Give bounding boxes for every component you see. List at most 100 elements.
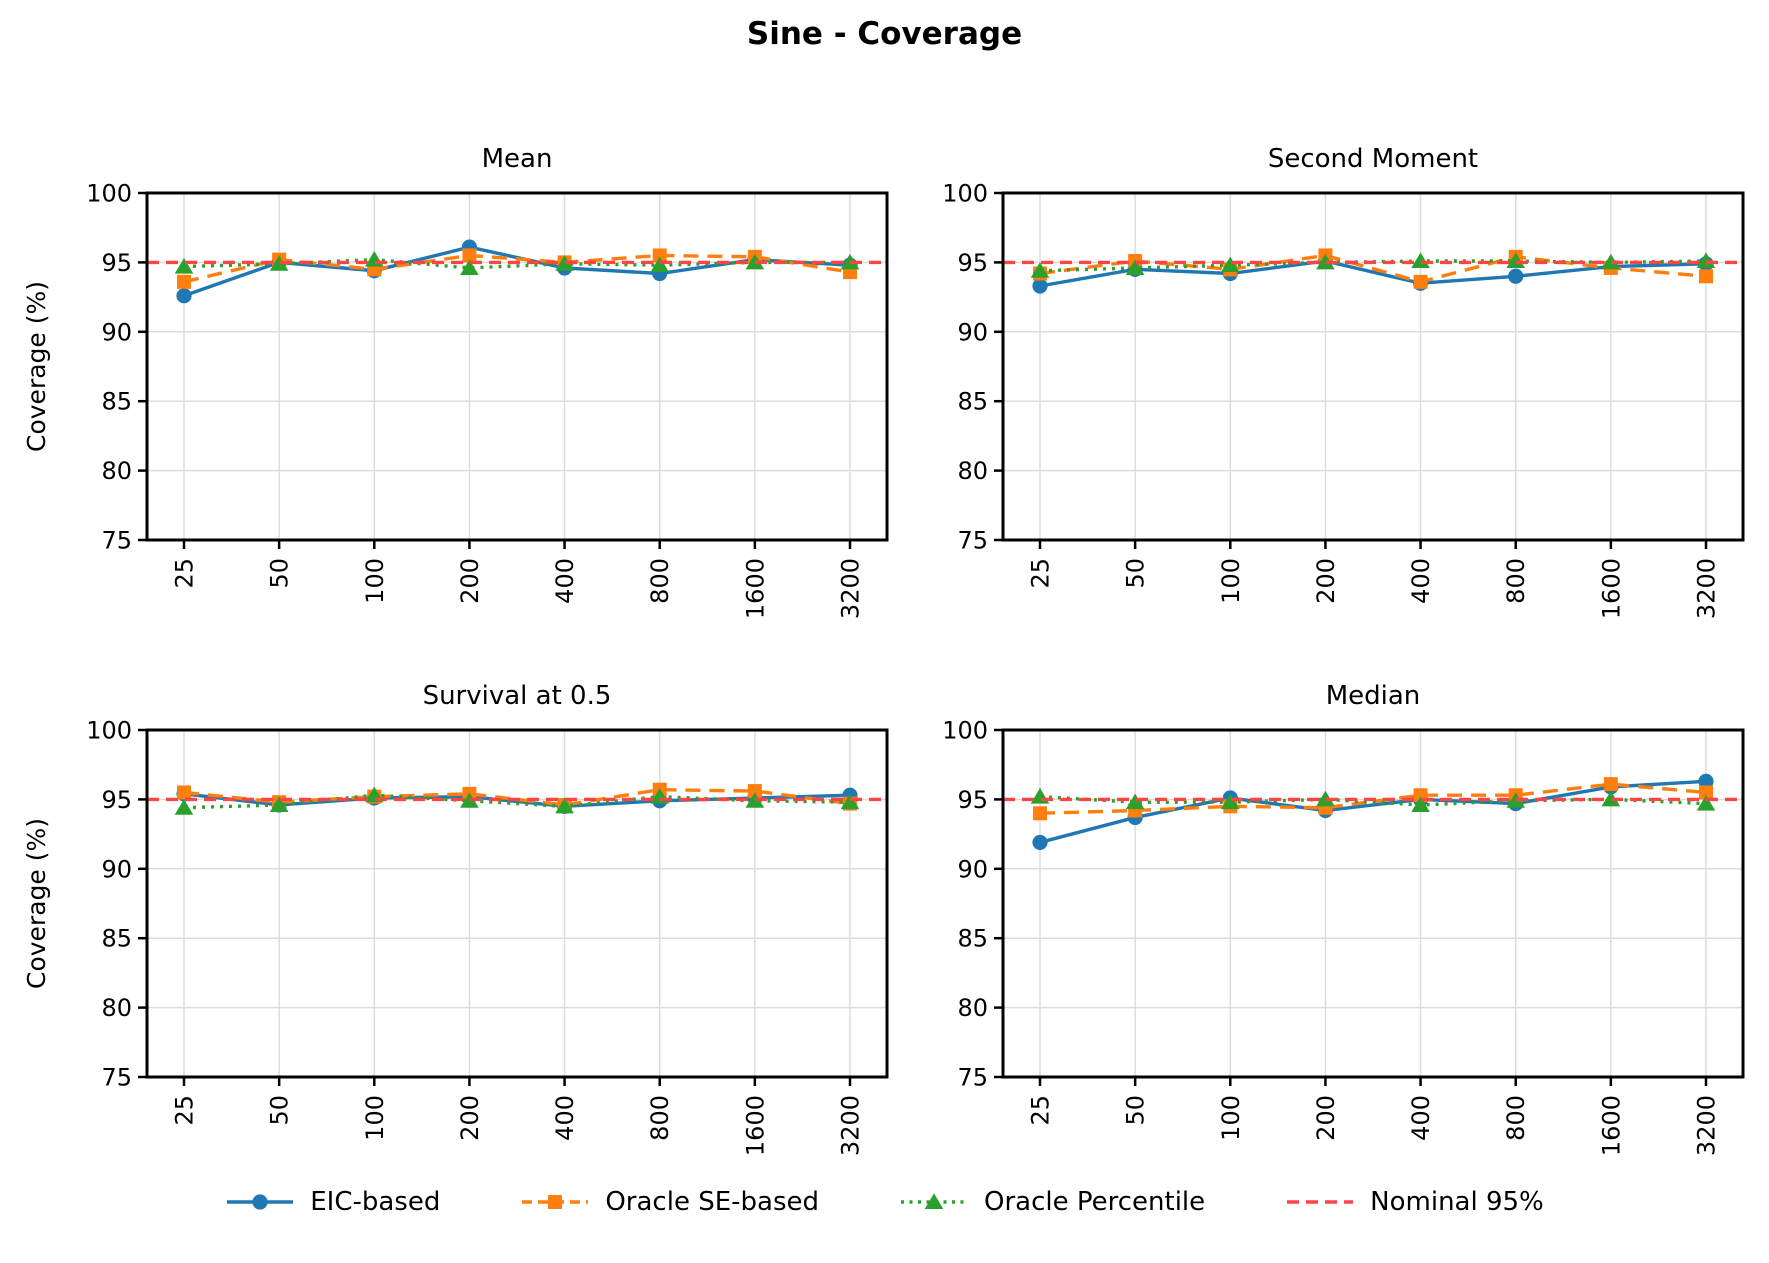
x-tick-label: 400 [1407,1095,1435,1141]
data-point-marker-triangle [1220,256,1240,273]
data-point-marker-triangle [650,256,670,273]
data-point-marker-triangle [1316,253,1335,270]
y-tick-label: 85 [957,388,988,416]
y-tick-label: 90 [957,318,988,346]
data-point-marker-triangle [840,793,860,810]
x-tick-label: 800 [1502,1095,1530,1141]
plot-border [145,191,889,542]
y-tick-label: 95 [957,249,988,277]
data-point-marker-circle [1032,278,1048,294]
data-point-marker-triangle [1220,793,1240,810]
y-tick-label: 80 [101,994,132,1022]
x-tick-label: 400 [1407,558,1435,604]
subplot-title: Median [1326,681,1421,711]
y-tick-label: 90 [101,318,132,346]
data-point-marker-triangle [1506,792,1526,808]
series-oracle-percentile [174,786,860,815]
x-tick-label: 25 [1027,558,1055,589]
data-point-marker-triangle [1411,796,1430,812]
x-tick-label: 400 [551,558,579,604]
x-tick-label: 50 [1122,558,1150,589]
legend-marker-triangle [924,1193,944,1209]
y-tick-label: 75 [957,527,988,555]
legend: EIC-based Oracle SE-based Oracle Percent… [0,1176,1769,1228]
y-tick-label: 95 [957,786,988,814]
data-point-marker-square [1699,785,1713,800]
series-oracle-percentile [174,251,860,275]
data-point-marker-square [1413,274,1428,289]
series-line [183,793,851,810]
data-point-marker-square [177,785,191,800]
y-axis-label: Coverage (%) [22,281,51,452]
series-line [1039,794,1707,807]
x-tick-label: 1600 [741,1095,769,1156]
x-tick-label: 25 [171,558,199,589]
x-tick-label: 3200 [1693,558,1721,619]
y-tick-label: 80 [101,457,132,485]
subplot-second-moment: 75 80 85 90 95 100 25 50 100 200 400 800 1600 3200 Sec… [942,144,1745,619]
y-tick-label: 80 [957,457,988,485]
legend-item-eic-based: EIC-based [225,1187,440,1217]
series-oracle-percentile [1030,788,1716,812]
x-tick-label: 3200 [837,558,865,619]
x-tick-label: 1600 [1597,1095,1625,1156]
plot-border [1001,191,1745,542]
subplot-title: Second Moment [1268,144,1478,174]
data-point-marker-square [652,248,667,263]
data-point-marker-square [177,274,191,289]
legend-label: Nominal 95% [1370,1187,1544,1217]
data-point-marker-triangle [555,797,574,814]
series-line [183,253,851,284]
data-point-marker-triangle [1601,253,1621,270]
x-tick-label: 100 [361,1095,389,1141]
data-point-marker-square [1699,269,1713,284]
data-point-marker-triangle [1125,259,1145,275]
legend-swatch-graphic [1287,1200,1354,1204]
y-tick-label: 75 [957,1064,988,1092]
x-tick-label: 200 [1312,558,1340,604]
y-tick-label: 100 [86,717,132,745]
series-line [183,787,851,807]
data-point-marker-triangle [460,259,479,275]
data-point-marker-triangle [1316,790,1335,807]
data-point-marker-circle [176,288,192,304]
y-tick-label: 100 [942,717,988,745]
legend-label: EIC-based [310,1187,441,1217]
data-point-marker-triangle [174,257,194,274]
y-tick-label: 90 [101,855,132,883]
data-point-marker-circle [1032,834,1048,851]
x-tick-label: 3200 [837,1095,865,1156]
data-point-marker-triangle [269,255,289,271]
plot-border [1001,728,1745,1079]
data-point-marker-triangle [1601,790,1621,807]
x-tick-label: 200 [456,1095,484,1141]
data-point-marker-triangle [174,799,194,815]
x-tick-label: 1600 [1597,558,1625,619]
data-point-marker-triangle [745,253,765,270]
legend-swatch-graphic [522,1195,589,1209]
x-tick-label: 25 [1027,1095,1055,1126]
y-tick-label: 95 [101,249,132,277]
x-tick-label: 400 [551,1095,579,1141]
x-tick-label: 50 [266,558,294,589]
data-point-marker-triangle [364,251,384,267]
x-tick-label: 50 [1122,1095,1150,1126]
x-tick-label: 100 [361,558,389,604]
data-point-marker-triangle [1411,252,1430,269]
series-line [1039,782,1707,815]
line-circle-marker-icon [225,1190,295,1214]
line-square-marker-icon [520,1190,590,1214]
y-tick-label: 75 [101,527,132,555]
y-tick-label: 85 [101,925,132,953]
series-line [1039,259,1707,288]
dashed-line-icon [1285,1190,1355,1214]
data-point-marker-square [1033,806,1047,821]
plot-border [145,728,889,1079]
x-tick-label: 25 [171,1095,199,1126]
x-tick-label: 200 [456,558,484,604]
data-point-marker-triangle [460,792,479,808]
legend-swatch-graphic [227,1194,294,1210]
data-point-marker-triangle [1030,262,1050,278]
legend-marker-circle [252,1194,268,1210]
